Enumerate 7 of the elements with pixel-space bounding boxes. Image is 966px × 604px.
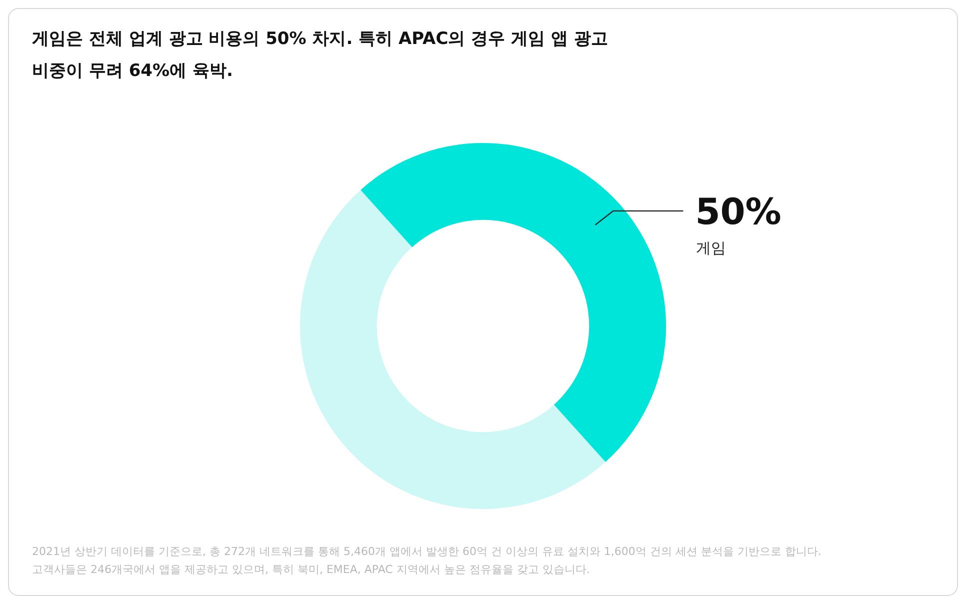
text: 고객사들은 246개국에서 앱을 제공하고 있으며, 특히 북미, EMEA, APAC 지역에서 높은 점유율을 갖고 있습니다. bbox=[32, 563, 590, 576]
data-label: 50% bbox=[695, 192, 782, 233]
donut-slice bbox=[300, 190, 606, 509]
donut-slice bbox=[360, 143, 666, 462]
slice-label: 게임 bbox=[696, 238, 726, 257]
chart-title: 게임은 전체 업계 광고 비용의 50% 차지. 특히 APAC의 경우 게임 앱 광고 비중이 무려 64%에 육박. bbox=[32, 29, 608, 81]
text: 2021년 상반기 데이터를 기준으로, 총 272개 네트워크를 통해 5,460개 앱에서 발생한 60억 건 이상의 유료 설치와 1,600억 건의 세션 분석을 기반으로 합니다. bbox=[32, 545, 822, 558]
